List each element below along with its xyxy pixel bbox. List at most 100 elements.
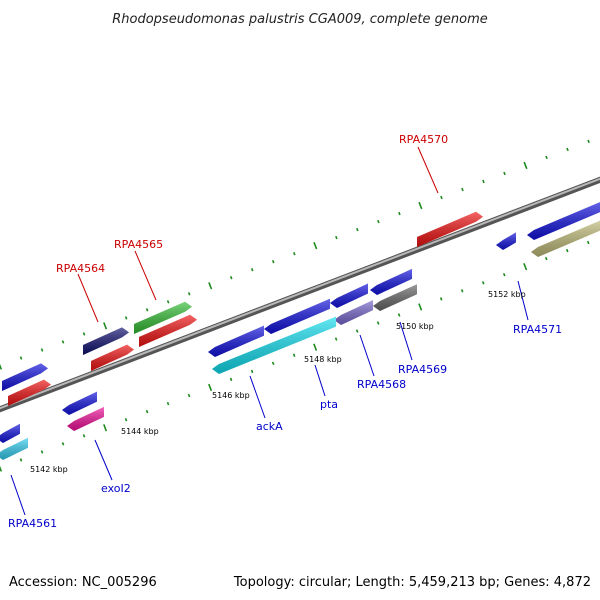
scale-tick <box>19 458 23 462</box>
scale-tick <box>397 313 401 317</box>
scale-tick <box>82 434 86 438</box>
scale-tick <box>418 303 423 311</box>
scale-tick <box>124 316 128 320</box>
gene-label-exoi2[interactable]: exoI2 <box>101 482 131 495</box>
scale-tick <box>481 281 485 285</box>
scale-tick <box>271 361 275 365</box>
scale-tick <box>0 363 3 370</box>
scale-tick <box>440 195 443 200</box>
scale-tick <box>439 297 443 301</box>
gene-rpa4564-navy-shade <box>83 327 129 355</box>
gene-label-rpa4570[interactable]: RPA4570 <box>399 133 448 146</box>
scale-tick <box>355 329 359 333</box>
gene-rpa4569-blue-shade <box>370 268 412 295</box>
accession-text: Accession: NC_005296 <box>9 575 157 590</box>
scale-label: 5152 kbp <box>488 290 526 299</box>
scale-tick <box>0 465 3 472</box>
scale-tick <box>418 201 423 210</box>
scale-tick <box>293 252 296 256</box>
scale-tick <box>292 353 296 357</box>
scale-tick <box>271 260 275 264</box>
scale-ticks <box>0 139 590 472</box>
gene-label-rpa4564[interactable]: RPA4564 <box>56 262 105 275</box>
map-title: Rhodopseudomonas palustris CGA009, compl… <box>112 12 488 27</box>
scale-tick <box>565 248 569 253</box>
scale-tick <box>82 332 86 336</box>
scale-tick <box>376 321 380 325</box>
scale-tick <box>377 219 380 224</box>
scale-tick <box>544 256 548 261</box>
gene-label-rpa4561[interactable]: RPA4561 <box>8 517 57 530</box>
gene-label-rpa4568[interactable]: RPA4568 <box>357 378 406 391</box>
scale-tick <box>19 356 23 360</box>
scale-tick <box>124 418 128 422</box>
gene-rpa4570-shade <box>417 211 483 247</box>
gene-rpa4569-grey-shade <box>373 284 417 311</box>
scale-tick <box>313 242 318 250</box>
gene-acka-shade <box>212 316 336 374</box>
scale-tick <box>208 282 213 290</box>
scale-tick <box>503 171 506 176</box>
scale-tick <box>250 268 254 272</box>
gene-rpa4568-blue-shade <box>330 283 368 308</box>
scale-tick <box>482 179 485 184</box>
gene-rpa4561-shade <box>0 437 28 460</box>
scale-label: 5150 kbp <box>396 322 434 331</box>
gene-labels: RPA4570 RPA4565 RPA4564 RPA4571 RPA4569 … <box>8 133 562 530</box>
scale-tick <box>166 300 170 304</box>
gene-label-pta[interactable]: pta <box>320 398 338 411</box>
scale-tick <box>61 442 65 446</box>
gene-rpa4561-blue-shade <box>0 423 20 443</box>
scale-tick <box>523 263 528 271</box>
gene-rpa4568-violet-shade <box>334 300 373 325</box>
scale-tick <box>502 273 506 277</box>
gene-small-blue-shade <box>496 232 516 250</box>
scale-tick <box>250 369 254 374</box>
scale-tick <box>398 211 401 216</box>
scale-tick <box>229 377 233 382</box>
scale-tick <box>103 322 108 330</box>
scale-labels: 5142 kbp 5144 kbp 5146 kbp 5148 kbp 5150… <box>30 290 526 474</box>
scale-label: 5148 kbp <box>304 355 342 364</box>
scale-tick <box>166 401 170 406</box>
scale-tick <box>523 161 528 170</box>
gene-label-rpa4565[interactable]: RPA4565 <box>114 238 163 251</box>
scale-tick <box>313 343 318 351</box>
gene-label-rpa4571[interactable]: RPA4571 <box>513 323 562 336</box>
gene-left-blue-shade <box>2 363 48 391</box>
scale-tick <box>545 155 548 160</box>
gene-pta-shade <box>264 298 330 334</box>
scale-label: 5146 kbp <box>212 391 250 400</box>
scale-tick <box>208 383 213 392</box>
scale-tick <box>586 240 590 245</box>
gene-rpa4565-green-shade <box>134 301 192 334</box>
scale-tick <box>40 348 44 352</box>
genome-backbone <box>0 176 600 413</box>
gene-label-acka[interactable]: ackA <box>256 420 283 433</box>
gene-exoi2-shade <box>67 406 104 431</box>
scale-tick <box>566 147 569 152</box>
scale-tick <box>103 424 108 432</box>
scale-tick <box>61 340 65 344</box>
scale-tick <box>587 139 590 144</box>
gene-label-rpa4569[interactable]: RPA4569 <box>398 363 447 376</box>
scale-tick <box>460 289 464 293</box>
scale-tick <box>335 235 338 240</box>
label-callouts <box>10 146 529 516</box>
scale-label: 5144 kbp <box>121 427 159 436</box>
scale-tick <box>40 450 44 454</box>
gene-rpa4571-olive-shade <box>531 220 600 257</box>
gene-exoi2-blue-shade <box>62 391 97 415</box>
gene-rpa4564-red-shade <box>91 344 134 371</box>
gene-acka-blue-shade <box>208 325 264 357</box>
gene-rpa4571-blue-shade <box>527 202 600 240</box>
scale-tick <box>187 393 191 398</box>
scale-tick <box>145 409 149 414</box>
scale-tick <box>145 308 149 312</box>
scale-label: 5142 kbp <box>30 465 68 474</box>
scale-tick <box>461 187 464 192</box>
gene-features <box>0 202 600 460</box>
scale-tick <box>187 292 191 296</box>
gene-left-red-shade <box>8 379 51 406</box>
